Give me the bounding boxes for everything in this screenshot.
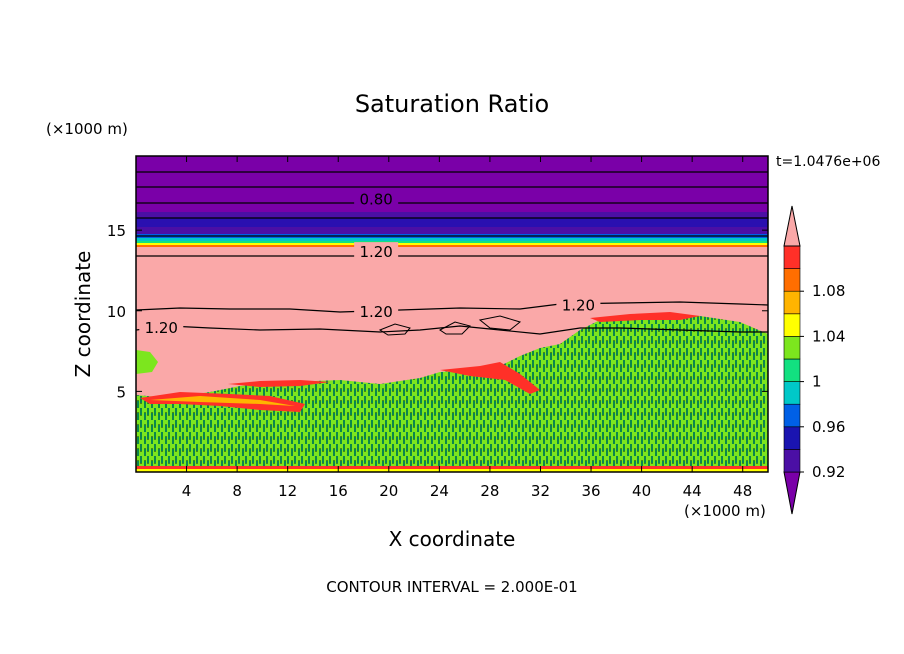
contour-label-box (354, 189, 399, 207)
x-tick-label: 24 (430, 482, 449, 500)
colorbar-swatch (783, 358, 801, 382)
contour-labels: 0.80 1.20 1.20 1.20 1.20 (139, 189, 601, 337)
time-label: t=1.0476e+06 (776, 154, 880, 170)
y-tick-label: 10 (107, 303, 126, 321)
colorbar-label: 0.96 (812, 418, 845, 436)
colorbar: 0.92 0.96 1 1.04 1.08 (783, 205, 845, 515)
contour-line (136, 325, 768, 335)
transition-cyan (136, 238, 768, 241)
transition-yellow (136, 243, 768, 245)
transition-orange (136, 245, 768, 247)
colorbar-label: 0.92 (812, 463, 845, 481)
bottom-yellow-edge (136, 469, 768, 472)
y-tick-label: 5 (116, 383, 126, 401)
contour-label: 1.20 (562, 296, 595, 314)
plot-area (136, 156, 768, 472)
contour-interval-label: CONTOUR INTERVAL = 2.000E-01 (326, 578, 577, 596)
colorbar-swatch (783, 290, 801, 315)
x-tick-label: 4 (182, 482, 192, 500)
colorbar-label: 1 (812, 373, 822, 391)
contour-line (136, 301, 768, 313)
cloud-layer (136, 314, 768, 472)
x-tick-label: 36 (581, 482, 600, 500)
x-tick-label: 48 (733, 482, 752, 500)
colorbar-swatch (783, 336, 801, 360)
x-tick-label: 16 (329, 482, 348, 500)
red-edge-right (590, 312, 700, 322)
red-edge-mid (440, 362, 540, 394)
contour-label: 1.20 (359, 243, 392, 261)
x-tick-label: 12 (278, 482, 297, 500)
chart-title: Saturation Ratio (355, 90, 549, 118)
colorbar-swatch (783, 268, 801, 292)
colorbar-over-triangle (783, 205, 801, 247)
x-unit-label: (×1000 m) (684, 502, 766, 520)
contour-label-box (354, 242, 399, 260)
colorbar-label: 1.04 (812, 327, 845, 345)
colorbar-swatch (783, 381, 801, 405)
x-tick-label: 28 (480, 482, 499, 500)
plot-frame (135, 155, 769, 473)
red-edge-top (228, 380, 330, 387)
colorbar-swatch (783, 245, 801, 269)
bottom-red-edge (136, 466, 768, 469)
x-tick-label: 32 (531, 482, 550, 500)
y-axis-label: Z coordinate (71, 251, 95, 378)
colorbar-swatch (783, 403, 801, 428)
contour-label-box (556, 295, 601, 313)
left-cloud-patch (136, 350, 158, 374)
x-axis-ticks: 4 8 12 16 20 24 28 32 36 40 44 48 (182, 156, 752, 500)
contour-label: 1.20 (145, 319, 178, 337)
colorbar-label: 1.08 (812, 282, 845, 300)
contour-label-box (139, 317, 184, 335)
contour-label: 0.80 (359, 191, 392, 209)
colorbar-under-triangle (783, 471, 801, 515)
transition-green (136, 241, 768, 243)
contour-line (378, 315, 522, 336)
contour-label-box (354, 301, 399, 319)
z-unit-label: (×1000 m) (46, 120, 128, 138)
x-tick-label: 20 (379, 482, 398, 500)
x-tick-label: 40 (632, 482, 651, 500)
x-axis-label: X coordinate (389, 527, 516, 551)
y-axis-ticks: 5 10 15 (107, 222, 768, 401)
dry-band-core (136, 218, 768, 227)
orange-edge-left (150, 396, 295, 406)
y-tick-label: 15 (107, 222, 126, 240)
contour-label: 1.20 (359, 303, 392, 321)
colorbar-swatch (783, 449, 801, 473)
colorbar-swatch (783, 313, 801, 337)
colorbar-swatch (783, 426, 801, 450)
x-tick-label: 8 (232, 482, 242, 500)
x-tick-label: 44 (683, 482, 702, 500)
